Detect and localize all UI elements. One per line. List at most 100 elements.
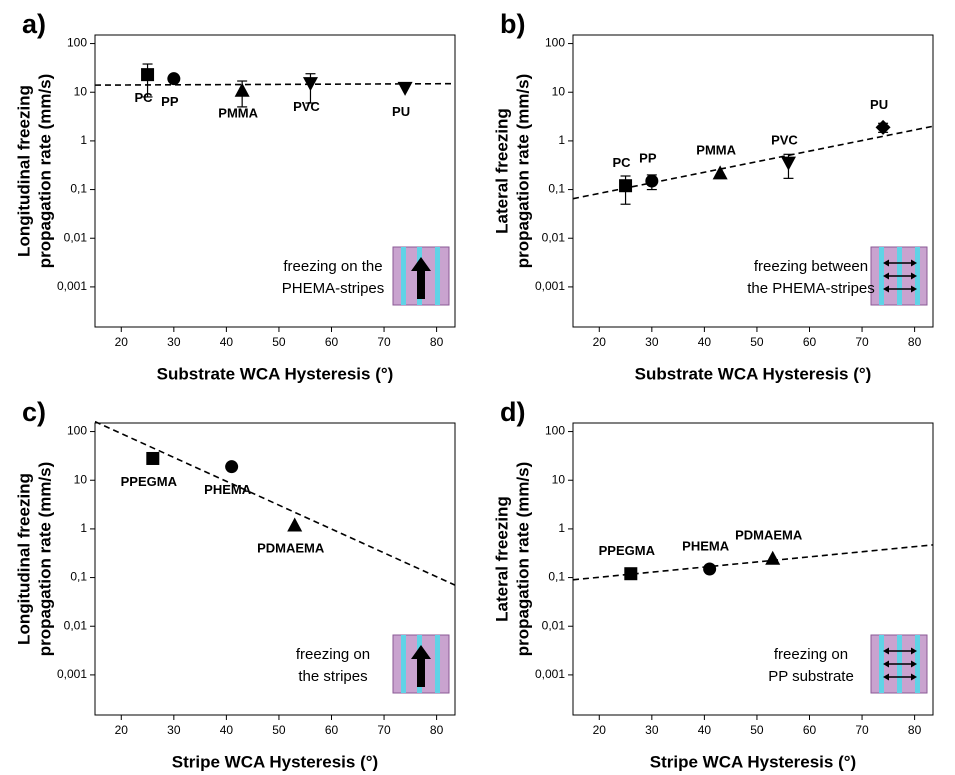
marker bbox=[765, 550, 781, 565]
y-tick-label: 0,01 bbox=[64, 618, 88, 632]
y-tick-label: 100 bbox=[67, 424, 87, 438]
marker bbox=[141, 68, 155, 82]
y-tick-label: 10 bbox=[552, 472, 566, 486]
plot-frame bbox=[572, 422, 934, 716]
y-tick-label: 1 bbox=[80, 521, 87, 535]
annotation: PP substrate bbox=[768, 668, 854, 685]
inset-arrowhead bbox=[911, 285, 917, 293]
inset-stripe bbox=[915, 635, 920, 693]
inset-stripe bbox=[435, 635, 440, 693]
y-tick-label: 0,1 bbox=[70, 570, 87, 584]
x-tick-label: 40 bbox=[220, 723, 234, 737]
y-tick-label: 0,001 bbox=[57, 667, 87, 681]
panel-title: b) bbox=[500, 9, 525, 39]
y-tick-label: 0,001 bbox=[535, 279, 565, 293]
x-tick-label: 30 bbox=[167, 723, 181, 737]
x-tick-label: 20 bbox=[115, 723, 129, 737]
point-label: PVC bbox=[293, 99, 320, 114]
x-axis-label: Stripe WCA Hysteresis (°) bbox=[172, 752, 378, 771]
y-tick-label: 0,1 bbox=[548, 182, 565, 196]
y-tick-label: 0,01 bbox=[542, 230, 566, 244]
inset-arrow bbox=[411, 645, 431, 687]
marker bbox=[645, 174, 659, 188]
marker bbox=[875, 119, 891, 135]
marker bbox=[712, 165, 728, 180]
y-tick-label: 0,1 bbox=[548, 570, 565, 584]
panel: c) Longitudinal freezing propagation rate … bbox=[14, 397, 456, 771]
y-axis-label: propagation rate (mm/s) bbox=[513, 462, 532, 657]
y-tick-label: 0,1 bbox=[70, 182, 87, 196]
marker bbox=[703, 562, 717, 576]
panel-title: d) bbox=[500, 397, 525, 427]
y-axis-label: propagation rate (mm/s) bbox=[35, 74, 54, 269]
inset-arrow bbox=[411, 257, 431, 299]
annotation: freezing between bbox=[754, 258, 868, 275]
point-label: PMMA bbox=[696, 142, 736, 157]
marker bbox=[287, 517, 303, 532]
x-tick-label: 40 bbox=[698, 335, 712, 349]
inset-arrowhead bbox=[883, 259, 889, 267]
y-axis-label: propagation rate (mm/s) bbox=[35, 462, 54, 657]
annotation: freezing on bbox=[296, 646, 370, 663]
fit-line bbox=[95, 82, 455, 86]
y-tick-label: 0,01 bbox=[64, 230, 88, 244]
inset-arrowhead bbox=[911, 660, 917, 668]
y-axis-label: propagation rate (mm/s) bbox=[513, 74, 532, 269]
y-tick-label: 0,001 bbox=[535, 667, 565, 681]
inset-stripe bbox=[435, 247, 440, 305]
y-tick-label: 100 bbox=[67, 36, 87, 50]
inset-stripe bbox=[401, 635, 406, 693]
marker bbox=[619, 179, 633, 193]
marker bbox=[234, 82, 250, 97]
fit-line bbox=[95, 420, 455, 586]
panel-title: a) bbox=[22, 9, 46, 39]
point-label: PPEGMA bbox=[599, 543, 656, 558]
y-axis-label: Lateral freezing bbox=[492, 496, 511, 622]
x-axis-label: Substrate WCA Hysteresis (°) bbox=[157, 364, 394, 383]
x-tick-label: 60 bbox=[803, 335, 817, 349]
annotation: PHEMA-stripes bbox=[282, 280, 385, 297]
x-tick-label: 50 bbox=[750, 335, 764, 349]
point-label: PC bbox=[613, 155, 632, 170]
annotation: the PHEMA-stripes bbox=[747, 280, 875, 297]
x-tick-label: 60 bbox=[325, 335, 339, 349]
point-label: PMMA bbox=[218, 106, 258, 121]
y-tick-label: 10 bbox=[74, 472, 88, 486]
inset-stripe bbox=[879, 247, 884, 305]
point-label: PHEMA bbox=[682, 538, 730, 553]
marker bbox=[624, 567, 638, 581]
x-tick-label: 80 bbox=[908, 335, 922, 349]
x-tick-label: 70 bbox=[855, 335, 869, 349]
y-tick-label: 100 bbox=[545, 424, 565, 438]
inset-icon bbox=[870, 246, 928, 306]
y-tick-label: 0,001 bbox=[57, 279, 87, 293]
point-label: PPEGMA bbox=[121, 474, 178, 489]
point-label: PDMAEMA bbox=[257, 540, 325, 555]
x-tick-label: 60 bbox=[325, 723, 339, 737]
panel: b) Lateral freezing propagation rate (mm/s… bbox=[492, 9, 934, 383]
x-tick-label: 70 bbox=[855, 723, 869, 737]
annotation: freezing on the bbox=[283, 258, 382, 275]
marker bbox=[397, 81, 413, 96]
y-tick-label: 10 bbox=[552, 84, 566, 98]
inset-stripe bbox=[401, 247, 406, 305]
y-tick-label: 1 bbox=[558, 521, 565, 535]
x-tick-label: 70 bbox=[377, 335, 391, 349]
x-tick-label: 70 bbox=[377, 723, 391, 737]
inset-stripe bbox=[879, 635, 884, 693]
panel: a) Longitudinal freezing propagation rate … bbox=[14, 9, 456, 383]
marker bbox=[225, 460, 239, 474]
x-tick-label: 30 bbox=[167, 335, 181, 349]
plot-frame bbox=[94, 422, 456, 716]
x-tick-label: 80 bbox=[430, 335, 444, 349]
panel-title: c) bbox=[22, 397, 46, 427]
x-tick-label: 30 bbox=[645, 335, 659, 349]
x-tick-label: 30 bbox=[645, 723, 659, 737]
fit-line bbox=[573, 125, 933, 200]
point-label: PVC bbox=[771, 133, 798, 148]
x-axis-label: Stripe WCA Hysteresis (°) bbox=[650, 752, 856, 771]
x-tick-label: 60 bbox=[803, 723, 817, 737]
x-axis-label: Substrate WCA Hysteresis (°) bbox=[635, 364, 872, 383]
inset-arrowhead bbox=[883, 660, 889, 668]
